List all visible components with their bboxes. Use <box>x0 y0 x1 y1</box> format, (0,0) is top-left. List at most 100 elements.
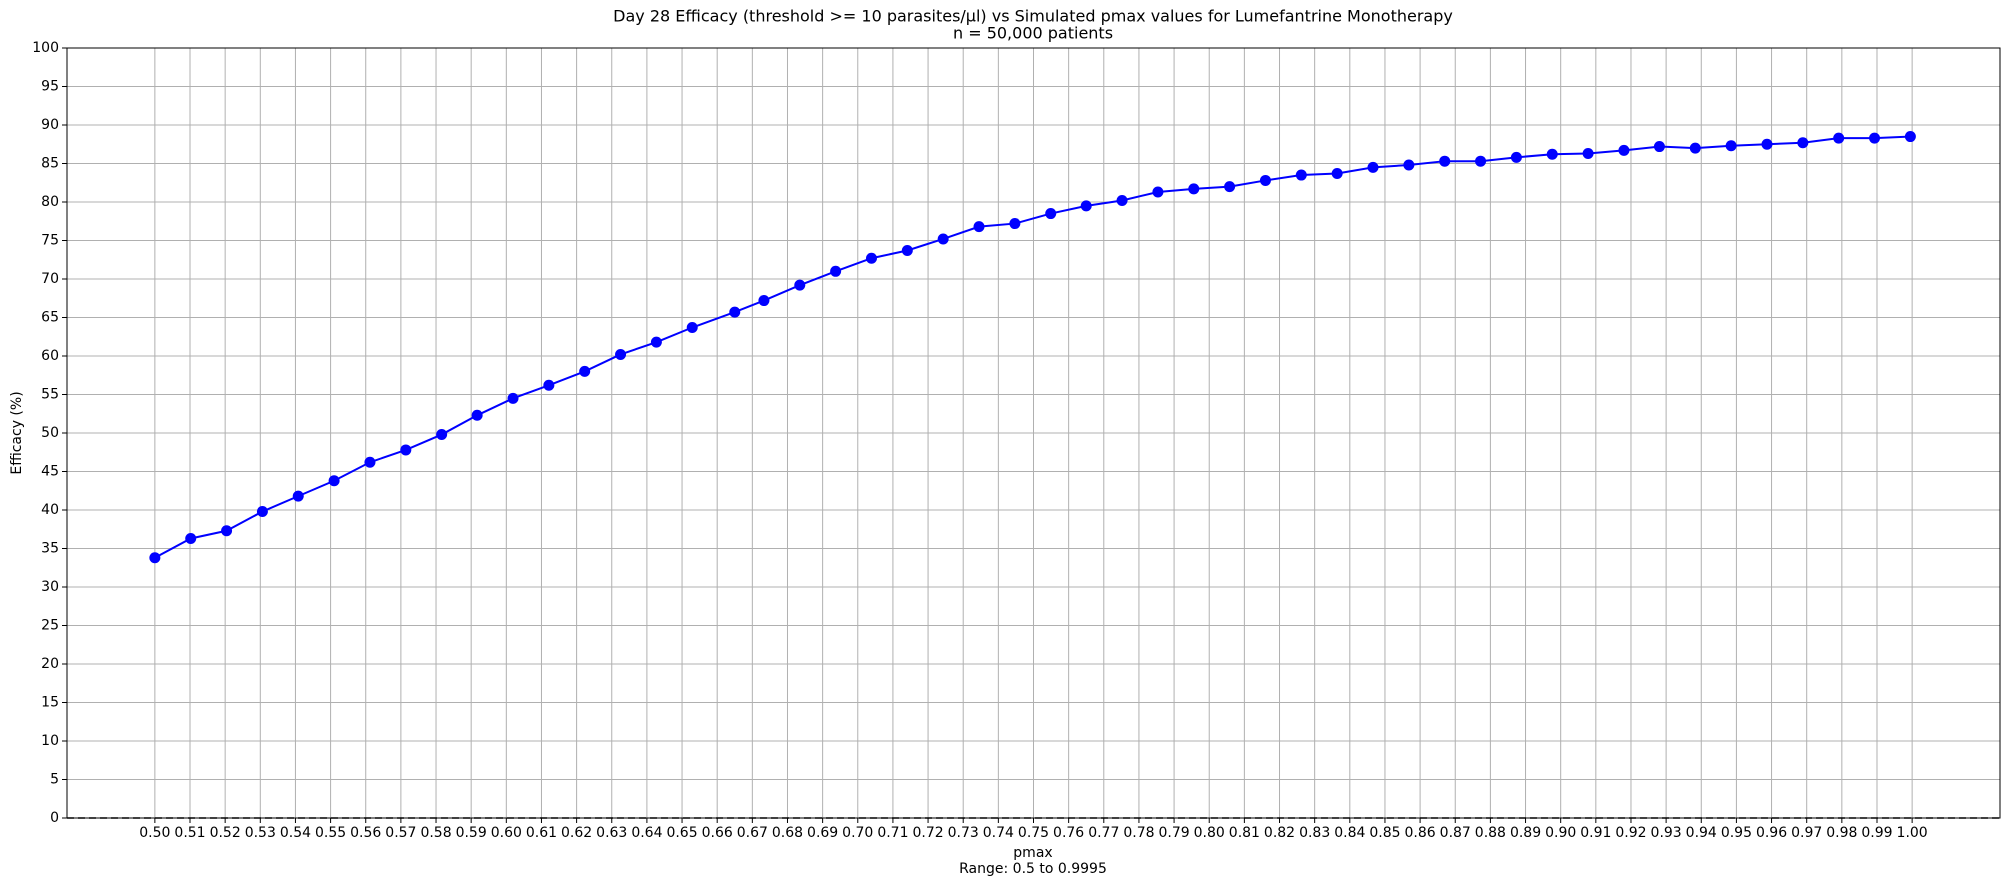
y-tick-label: 0 <box>50 810 59 826</box>
data-point <box>1224 181 1236 193</box>
x-tick-label: 0.82 <box>1264 825 1295 841</box>
y-tick-label: 80 <box>41 194 59 210</box>
x-tick-label: 0.87 <box>1440 825 1471 841</box>
y-tick-label: 60 <box>41 348 59 364</box>
data-point <box>615 348 627 360</box>
data-point <box>901 245 913 257</box>
x-tick-label: 0.93 <box>1651 825 1682 841</box>
x-tick-label: 0.67 <box>737 825 768 841</box>
x-tick-label: 0.96 <box>1756 825 1787 841</box>
series-line <box>154 135 1911 559</box>
x-tick-label: 0.91 <box>1580 825 1611 841</box>
data-point <box>471 409 483 421</box>
x-axis-label: pmax <box>1013 845 1052 861</box>
x-tick-label: 0.90 <box>1545 825 1576 841</box>
y-tick-label: 5 <box>50 772 59 788</box>
data-point <box>973 221 985 233</box>
x-tick-label: 0.65 <box>666 825 697 841</box>
x-tick-label: 0.76 <box>1053 825 1084 841</box>
x-tick-label: 0.63 <box>596 825 627 841</box>
data-point <box>1367 161 1379 173</box>
x-tick-label: 1.00 <box>1897 825 1928 841</box>
data-point <box>185 532 197 544</box>
data-point <box>650 336 662 348</box>
data-point <box>1080 200 1092 212</box>
data-point <box>1331 168 1343 180</box>
x-tick-label: 0.60 <box>491 825 522 841</box>
y-tick-label: 55 <box>41 387 59 403</box>
data-point <box>758 295 770 307</box>
y-tick-label: 85 <box>41 156 59 172</box>
data-point <box>1152 186 1164 198</box>
x-tick-label: 0.85 <box>1369 825 1400 841</box>
x-tick-label: 0.95 <box>1721 825 1752 841</box>
data-point <box>543 379 555 391</box>
x-tick-label: 0.72 <box>912 825 943 841</box>
y-tick-label: 75 <box>41 233 59 249</box>
y-tick-label: 40 <box>41 502 59 518</box>
y-tick-label: 15 <box>41 695 59 711</box>
x-tick-label: 0.80 <box>1194 825 1225 841</box>
x-tick-label: 0.53 <box>245 825 276 841</box>
data-point <box>1475 155 1487 167</box>
x-tick-label: 0.88 <box>1475 825 1506 841</box>
data-point <box>436 429 448 441</box>
data-point <box>1618 144 1630 156</box>
x-tick-label: 0.62 <box>561 825 592 841</box>
y-tick-label: 30 <box>41 579 59 595</box>
data-point <box>256 506 268 518</box>
x-tick-label: 0.81 <box>1229 825 1260 841</box>
x-tick-label: 0.77 <box>1088 825 1119 841</box>
data-point <box>1904 131 1916 143</box>
data-point <box>937 233 949 245</box>
x-tick-label: 0.75 <box>1018 825 1049 841</box>
chart-subtitle: n = 50,000 patients <box>953 24 1113 43</box>
data-point <box>1009 218 1021 230</box>
y-axis-label: Efficacy (%) <box>9 391 25 474</box>
data-point <box>400 444 412 456</box>
plot-frame <box>66 47 2001 819</box>
y-tick-label: 100 <box>32 40 59 56</box>
y-tick-label: 50 <box>41 425 59 441</box>
data-point <box>865 252 877 264</box>
x-tick-label: 0.83 <box>1299 825 1330 841</box>
data-point <box>1045 208 1057 220</box>
data-point <box>1116 194 1128 206</box>
x-tick-label: 0.89 <box>1510 825 1541 841</box>
y-tick-label: 95 <box>41 79 59 95</box>
data-point <box>1546 148 1558 160</box>
data-point <box>1188 183 1200 195</box>
data-point <box>1797 137 1809 149</box>
y-tick-label: 25 <box>41 618 59 634</box>
y-tick-label: 20 <box>41 656 59 672</box>
data-point <box>1689 142 1701 154</box>
data-point <box>1725 140 1737 152</box>
x-tick-label: 0.78 <box>1123 825 1154 841</box>
data-point <box>729 306 741 318</box>
data-point <box>579 365 591 377</box>
x-tick-label: 0.56 <box>350 825 381 841</box>
data-point <box>328 475 340 487</box>
x-tick-label: 0.68 <box>772 825 803 841</box>
y-tick-label: 65 <box>41 310 59 326</box>
x-tick-label: 0.59 <box>456 825 487 841</box>
x-tick-label: 0.70 <box>842 825 873 841</box>
y-tick-label: 70 <box>41 271 59 287</box>
data-point <box>1653 141 1665 153</box>
data-point <box>794 279 806 291</box>
x-tick-label: 0.54 <box>280 825 311 841</box>
data-point <box>1295 169 1307 181</box>
y-tick-label: 10 <box>41 733 59 749</box>
x-tick-label: 0.99 <box>1861 825 1892 841</box>
x-tick-label: 0.50 <box>139 825 170 841</box>
y-tick-label: 45 <box>41 464 59 480</box>
x-tick-label: 0.92 <box>1615 825 1646 841</box>
x-tick-label: 0.69 <box>807 825 838 841</box>
data-point <box>1259 174 1271 186</box>
data-point <box>221 525 233 537</box>
data-point <box>1582 147 1594 159</box>
data-point <box>507 392 519 404</box>
data-point <box>1761 138 1773 150</box>
data-point <box>686 322 698 334</box>
